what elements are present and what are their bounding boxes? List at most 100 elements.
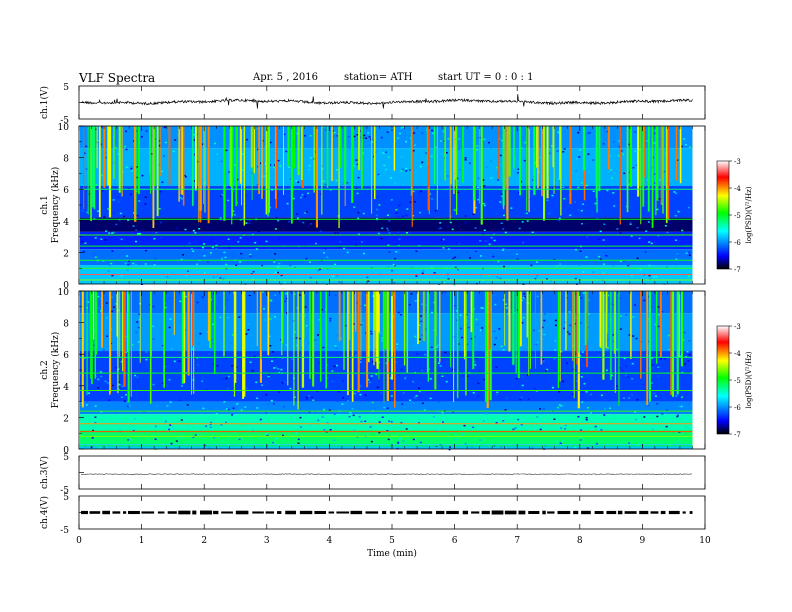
spectrogram-cell (562, 186, 565, 189)
spectrogram-cell (397, 311, 400, 314)
spectrogram-cell (286, 312, 288, 314)
spectrogram-cell (568, 334, 571, 336)
spectrogram-cell (336, 400, 339, 402)
spectrogram-cell (299, 426, 302, 428)
spectrogram-cell (305, 211, 308, 213)
spectrogram-cell (332, 135, 335, 137)
spectrogram-cell (321, 168, 324, 170)
spectrogram-cell (253, 355, 256, 358)
spectrogram-cell (113, 294, 116, 296)
sferic-streak (207, 126, 210, 224)
spectrogram-cell (497, 179, 500, 181)
ch4-segment (606, 510, 617, 515)
spectrogram-cell (634, 411, 637, 413)
spectrogram-cell (442, 238, 445, 241)
spectrogram-cell (337, 334, 340, 337)
spectrogram-cell (575, 376, 578, 378)
spectrogram-cell (367, 378, 370, 381)
spectrogram-cell (579, 149, 582, 151)
sferic-streak (347, 291, 349, 396)
spectrogram-cell (653, 173, 656, 175)
spectrogram-cell (145, 249, 147, 252)
sferic-streak (268, 126, 270, 213)
spectrogram-band (80, 148, 693, 187)
spectrogram-cell (263, 308, 265, 310)
spectrogram-cell (517, 168, 520, 170)
spectrogram-cell (275, 367, 278, 369)
x-tick-label: 2 (201, 536, 207, 546)
spectrogram-cell (278, 391, 281, 393)
spectrogram-cell (84, 242, 87, 244)
spectrogram-cell (476, 242, 479, 244)
spectrogram-cell (362, 152, 364, 154)
spectrogram-cell (533, 388, 536, 390)
spectrogram-cell (631, 378, 634, 380)
spectrogram-cell (561, 440, 564, 442)
spectrogram-cell (559, 263, 562, 265)
spectrogram-cell (485, 166, 488, 168)
spectrogram-cell (305, 257, 308, 260)
sferic-streak (599, 291, 601, 347)
spectrogram-cell (539, 408, 542, 410)
spectrogram-cell (658, 314, 661, 316)
spectrogram-cell (569, 324, 572, 327)
spectrogram-cell (571, 393, 574, 395)
y-axis-label: Frequency (kHz) (50, 332, 61, 409)
spectrogram-cell (269, 318, 272, 320)
spectrogram-cell (401, 403, 404, 405)
sferic-streak (338, 126, 340, 229)
spectrogram-cell (605, 255, 608, 257)
spectrogram-cell (371, 401, 374, 404)
spectrogram-cell (232, 407, 235, 409)
spectrogram-cell (174, 139, 177, 141)
spectrogram-cell (284, 381, 287, 383)
spectrogram-cell (643, 187, 646, 190)
spectrogram-cell (546, 199, 549, 202)
spectrogram-cell (688, 251, 691, 254)
sferic-streak (596, 126, 598, 213)
sferic-streak (519, 126, 522, 196)
spectrogram-cell (272, 166, 275, 169)
spectrogram-cell (420, 315, 422, 317)
y-tick-label: -5 (60, 116, 69, 126)
spectrogram-cell (222, 278, 225, 280)
spectrogram-cell (417, 387, 420, 389)
spectrogram-cell (196, 133, 199, 135)
spectrogram-cell (668, 222, 671, 224)
ch4-segment (199, 510, 213, 515)
spectrogram-cell (635, 418, 637, 421)
spectrogram-cell (186, 404, 189, 406)
y-tick-label: 8 (63, 155, 69, 165)
spectrogram-cell (607, 339, 610, 341)
spectrogram-cell (305, 325, 308, 327)
spectrogram-cell (380, 237, 383, 240)
spectrogram-cell (221, 378, 224, 381)
spectrogram-cell (298, 337, 301, 340)
spectrogram-cell (303, 135, 306, 137)
spectrogram-cell (367, 280, 370, 282)
spectrogram-cell (612, 141, 615, 143)
spectrogram-cell (675, 258, 678, 260)
spectrogram-cell (88, 392, 90, 394)
ch4-segment (491, 510, 504, 515)
spectrogram-cell (293, 293, 296, 295)
spectrogram-cell (188, 242, 191, 244)
spectrogram-cell (225, 263, 228, 266)
spectrogram-cell (526, 427, 529, 429)
spectrogram-cell (649, 278, 652, 280)
ch4-segment (235, 510, 249, 515)
spectrogram-cell (242, 169, 245, 171)
spectrogram-cell (319, 230, 322, 233)
sferic-streak (480, 126, 483, 225)
x-tick-label: 3 (264, 536, 270, 546)
spectrogram-cell (447, 278, 450, 280)
spectrogram-cell (135, 240, 137, 243)
spectrogram-cell (527, 374, 529, 376)
sferic-streak (526, 126, 528, 211)
spectrogram-cell (246, 219, 249, 221)
spectrogram-cell (522, 297, 525, 299)
spectrogram-cell (555, 440, 558, 443)
ch4-segment (299, 510, 313, 515)
spectrogram-cell (397, 215, 400, 218)
